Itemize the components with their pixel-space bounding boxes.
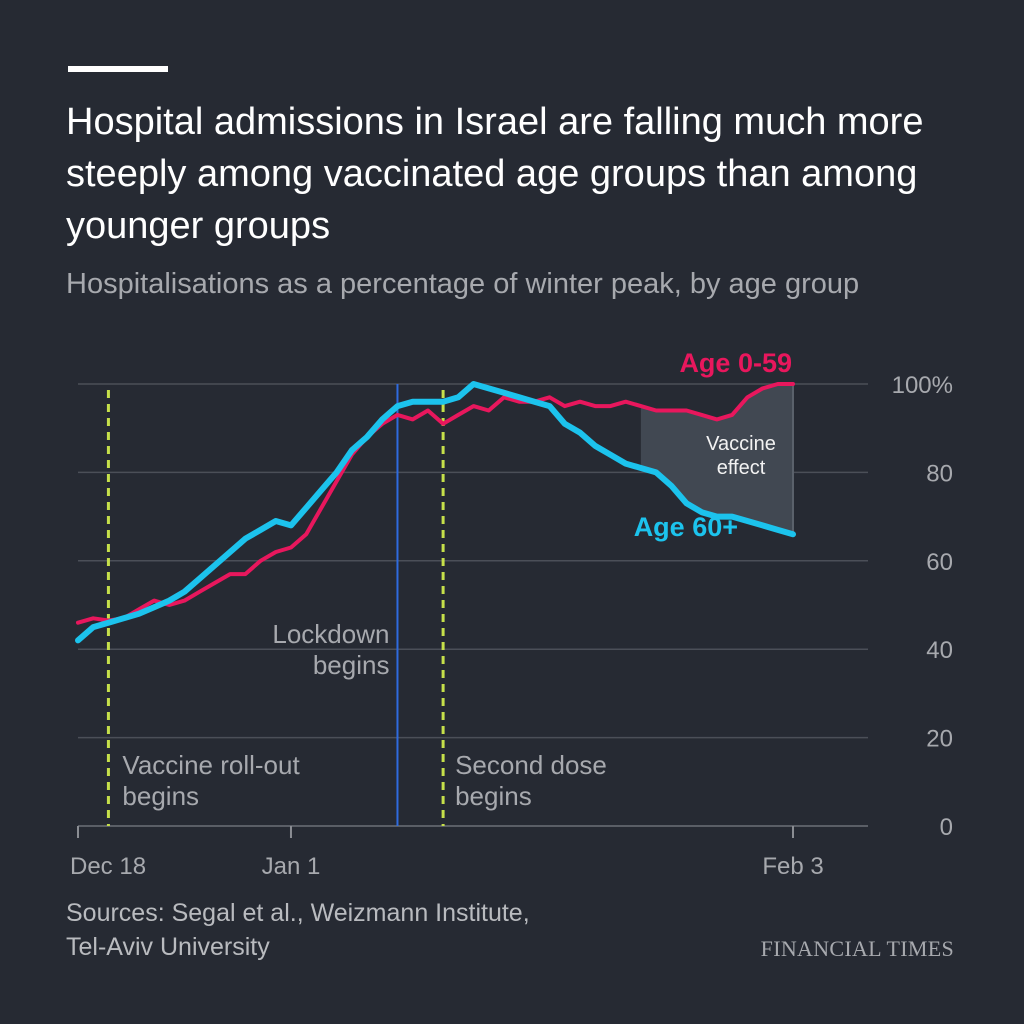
- vaccine-effect-label: effect: [717, 457, 766, 479]
- series-line-age-0-59: [76, 382, 795, 625]
- vaccine-effect-area: [640, 384, 793, 535]
- brand-logo: FINANCIAL TIMES: [760, 936, 954, 961]
- x-tick-label: Dec 18: [70, 853, 146, 880]
- legend-label-age-60-plus: Age 60+: [634, 512, 738, 542]
- y-tick-label: 20: [926, 726, 953, 753]
- source-line-1: Sources: Segal et al., Weizmann Institut…: [66, 899, 530, 927]
- second-dose-label: Second dose: [455, 750, 607, 780]
- lockdown-label: begins: [313, 650, 390, 680]
- y-tick-label: 0: [940, 814, 953, 841]
- second-dose-label: begins: [455, 781, 532, 811]
- lockdown-label: Lockdown: [272, 619, 389, 649]
- y-tick-label: 40: [926, 637, 953, 664]
- chart-title: Hospital admissions in Israel are fallin…: [66, 101, 924, 247]
- chart-subtitle: Hospitalisations as a percentage of wint…: [66, 268, 860, 300]
- source-line-2: Tel-Aviv University: [66, 933, 270, 961]
- vaccine-rollout-label: Vaccine roll-out: [122, 750, 300, 780]
- legend-label-age-0-59: Age 0-59: [679, 348, 792, 378]
- y-tick-label: 60: [926, 549, 953, 576]
- y-tick-label: 100%: [892, 372, 953, 399]
- vaccine-effect-label: Vaccine: [706, 433, 776, 455]
- x-tick-label: Jan 1: [262, 853, 321, 880]
- source-note: Sources: Segal et al., Weizmann Institut…: [66, 896, 666, 964]
- vaccine-rollout-label: begins: [122, 781, 199, 811]
- x-tick-label: Feb 3: [762, 853, 823, 880]
- series-line-age-60-plus: [75, 381, 796, 644]
- top-rule: [68, 66, 168, 72]
- y-tick-label: 80: [926, 460, 953, 487]
